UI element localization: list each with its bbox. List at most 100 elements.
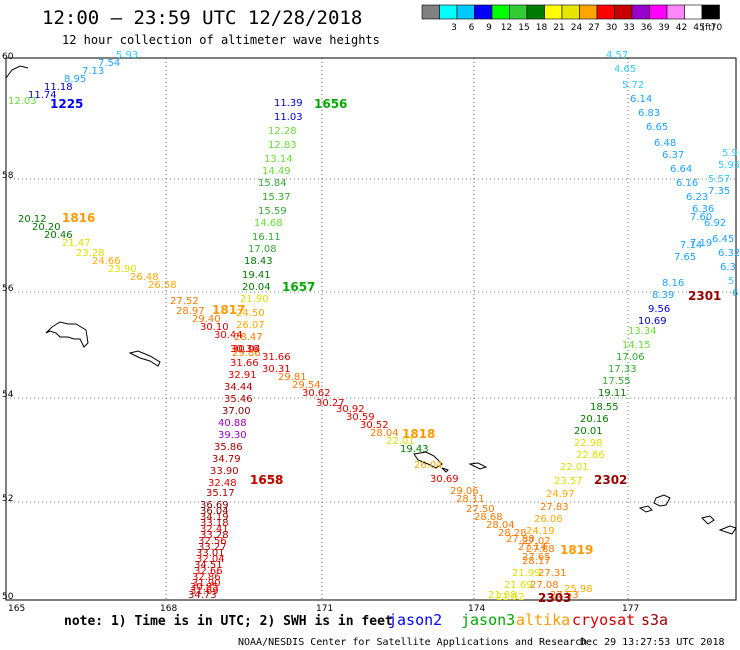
wave-height-label: 6.65 [646,122,668,133]
wave-height-label: 34.19 [200,512,229,523]
wave-height-label: 19.11 [598,388,627,399]
satellite-legend: jason2 jason3 altika cryosat s3a [388,611,668,629]
wave-height-label: 5.93 [116,50,138,61]
colorbar-swatch [579,4,598,20]
wave-height-label: 28.68 [474,512,503,523]
wave-height-label: 7.13 [82,66,104,77]
wave-height-label: 7.54 [98,58,120,69]
wave-height-label: 17.08 [248,244,277,255]
wave-height-label: 20.46 [44,230,73,241]
wave-height-label: 7.65 [674,252,696,263]
wave-height-label: 7.35 [708,186,730,197]
wave-height-label: 17.06 [616,352,645,363]
wave-height-label: 17.33 [608,364,637,375]
wave-height-label: 26.04 [414,460,443,471]
pass-time-label: 1817 [212,303,245,317]
colorbar-swatch [614,4,633,20]
legend-item-cryosat: cryosat [572,611,635,629]
wave-height-label: 5.57 [708,174,730,185]
wave-height-label: 5.9 [722,148,738,159]
wave-height-label: 27.88 [526,544,555,555]
colorbar-swatch [456,4,475,20]
wave-height-label: 22.01 [386,436,415,447]
wave-height-label: 16.11 [252,232,281,243]
wave-height-label: 32.56 [198,536,227,547]
wave-height-label: 33.18 [200,518,229,529]
wave-height-label: 27.88 [506,534,535,545]
pass-time-label: 1819 [560,543,593,557]
wave-height-label: 34.79 [212,454,241,465]
colorbar-swatch [596,4,615,20]
wave-height-label: 6.23 [686,192,708,203]
colorbar-swatch [474,4,493,20]
wave-height-label: 26.06 [534,514,563,525]
wave-height-label: 20.12 [18,214,47,225]
wave-height-label: 22.86 [576,450,605,461]
wave-height-label: 11.03 [274,112,303,123]
wave-height-label: 31.66 [262,352,291,363]
lat-label: 60 [2,52,14,62]
colorbar-tick-label: 6 [469,23,475,33]
wave-height-label: 18.55 [590,402,619,413]
colorbar-tick-label: 21 [553,23,564,33]
wave-height-label: 12.83 [268,140,297,151]
wave-height-label: 27.83 [540,502,569,513]
wave-height-label: 30.44 [214,330,243,341]
wave-height-label: 30.85 [190,582,219,593]
island-2 [128,350,161,367]
colorbar-swatch [509,4,528,20]
wave-height-label: 6.3 [720,262,736,273]
wave-height-label: 6.37 [662,150,684,161]
colorbar-tick-label: 30 [606,23,618,33]
colorbar-swatch [684,4,703,20]
wave-height-label: 28.04 [370,428,399,439]
wave-height-label: 6.32 [718,248,740,259]
pass-time-label: 1657 [282,280,315,294]
wave-height-label: 36.69 [200,500,229,511]
wave-height-label: 32.41 [200,524,229,535]
wave-height-label: 27.65 [522,552,551,563]
pass-time-label: 1658 [250,473,283,487]
colorbar-swatch [526,4,545,20]
wave-height-label: 27.53 [550,590,579,601]
pass-time-label: 1658 [250,473,283,487]
colorbar-swatch [421,4,440,20]
colorbar: 3 6 9 12 15 18 21 24 27 30 33 36 39 42 45 70(ft) [421,4,722,33]
wave-height-label: 15.37 [262,192,291,203]
colorbar-tick-label: 3 [451,23,457,33]
wave-height-label: 5.72 [622,80,644,91]
wave-height-label: 6 [732,288,738,299]
wave-height-label: 32.86 [192,572,221,583]
island-9 [718,525,737,535]
wave-height-label: 24.66 [92,256,121,267]
wave-height-label: 21.69 [504,580,533,591]
legend-item-jason3: jason3 [461,611,515,629]
wave-height-label: 30.59 [346,412,375,423]
wave-height-label: 6.14 [630,94,652,105]
wave-height-label: 35.17 [206,488,235,499]
wave-height-label: 6.16 [676,178,698,189]
wave-height-label: 18.43 [244,256,273,267]
wave-height-label: 27.14 [518,542,547,553]
legend-item-s3a: s3a [641,611,668,629]
wave-height-label: 13.34 [628,326,657,337]
colorbar-tick-label: 12 [501,23,512,33]
wave-height-label: 24.19 [526,526,555,537]
wave-height-label: 30.52 [360,420,389,431]
wave-height-label: 13.14 [264,154,293,165]
lat-label: 58 [2,171,14,181]
wave-height-label: 32.66 [194,566,223,577]
colorbar-tick-label: 18 [536,23,548,33]
coastlines [5,65,737,535]
pass-time-label: 2302 [594,473,627,487]
colorbar-tick-label: 45 [693,23,704,33]
wave-height-label: 4.65 [614,64,636,75]
wave-height-label: 6.92 [704,218,726,229]
island-7 [638,505,653,513]
wave-height-label: 32.04 [196,554,225,565]
colorbar-swatch [649,4,668,20]
wave-height-label: 30.36 [230,344,259,355]
lon-label: 171 [316,604,333,614]
wave-height-label: 35.46 [224,394,253,405]
